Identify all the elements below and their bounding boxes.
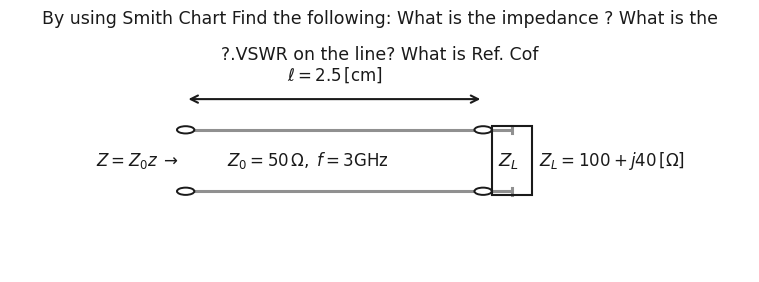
Text: ?.VSWR on the line? What is Ref. Cof: ?.VSWR on the line? What is Ref. Cof — [221, 46, 538, 64]
Text: $Z_L$: $Z_L$ — [498, 151, 519, 171]
Text: $Z = Z_0 z \;\rightarrow$: $Z = Z_0 z \;\rightarrow$ — [96, 151, 179, 171]
Text: $Z_0 = 50\,\Omega,\; f = 3\mathrm{GHz}$: $Z_0 = 50\,\Omega,\; f = 3\mathrm{GHz}$ — [227, 150, 389, 171]
Circle shape — [177, 188, 194, 195]
Text: By using Smith Chart Find the following: What is the impedance ? What is the: By using Smith Chart Find the following:… — [42, 10, 717, 28]
Circle shape — [474, 126, 492, 133]
Text: $\ell = 2.5\,[\mathrm{cm}]$: $\ell = 2.5\,[\mathrm{cm}]$ — [287, 66, 382, 85]
Text: $Z_L = 100+ j40\,[\Omega]$: $Z_L = 100+ j40\,[\Omega]$ — [539, 149, 685, 171]
Circle shape — [177, 126, 194, 133]
Bar — [492, 126, 532, 195]
Circle shape — [474, 188, 492, 195]
